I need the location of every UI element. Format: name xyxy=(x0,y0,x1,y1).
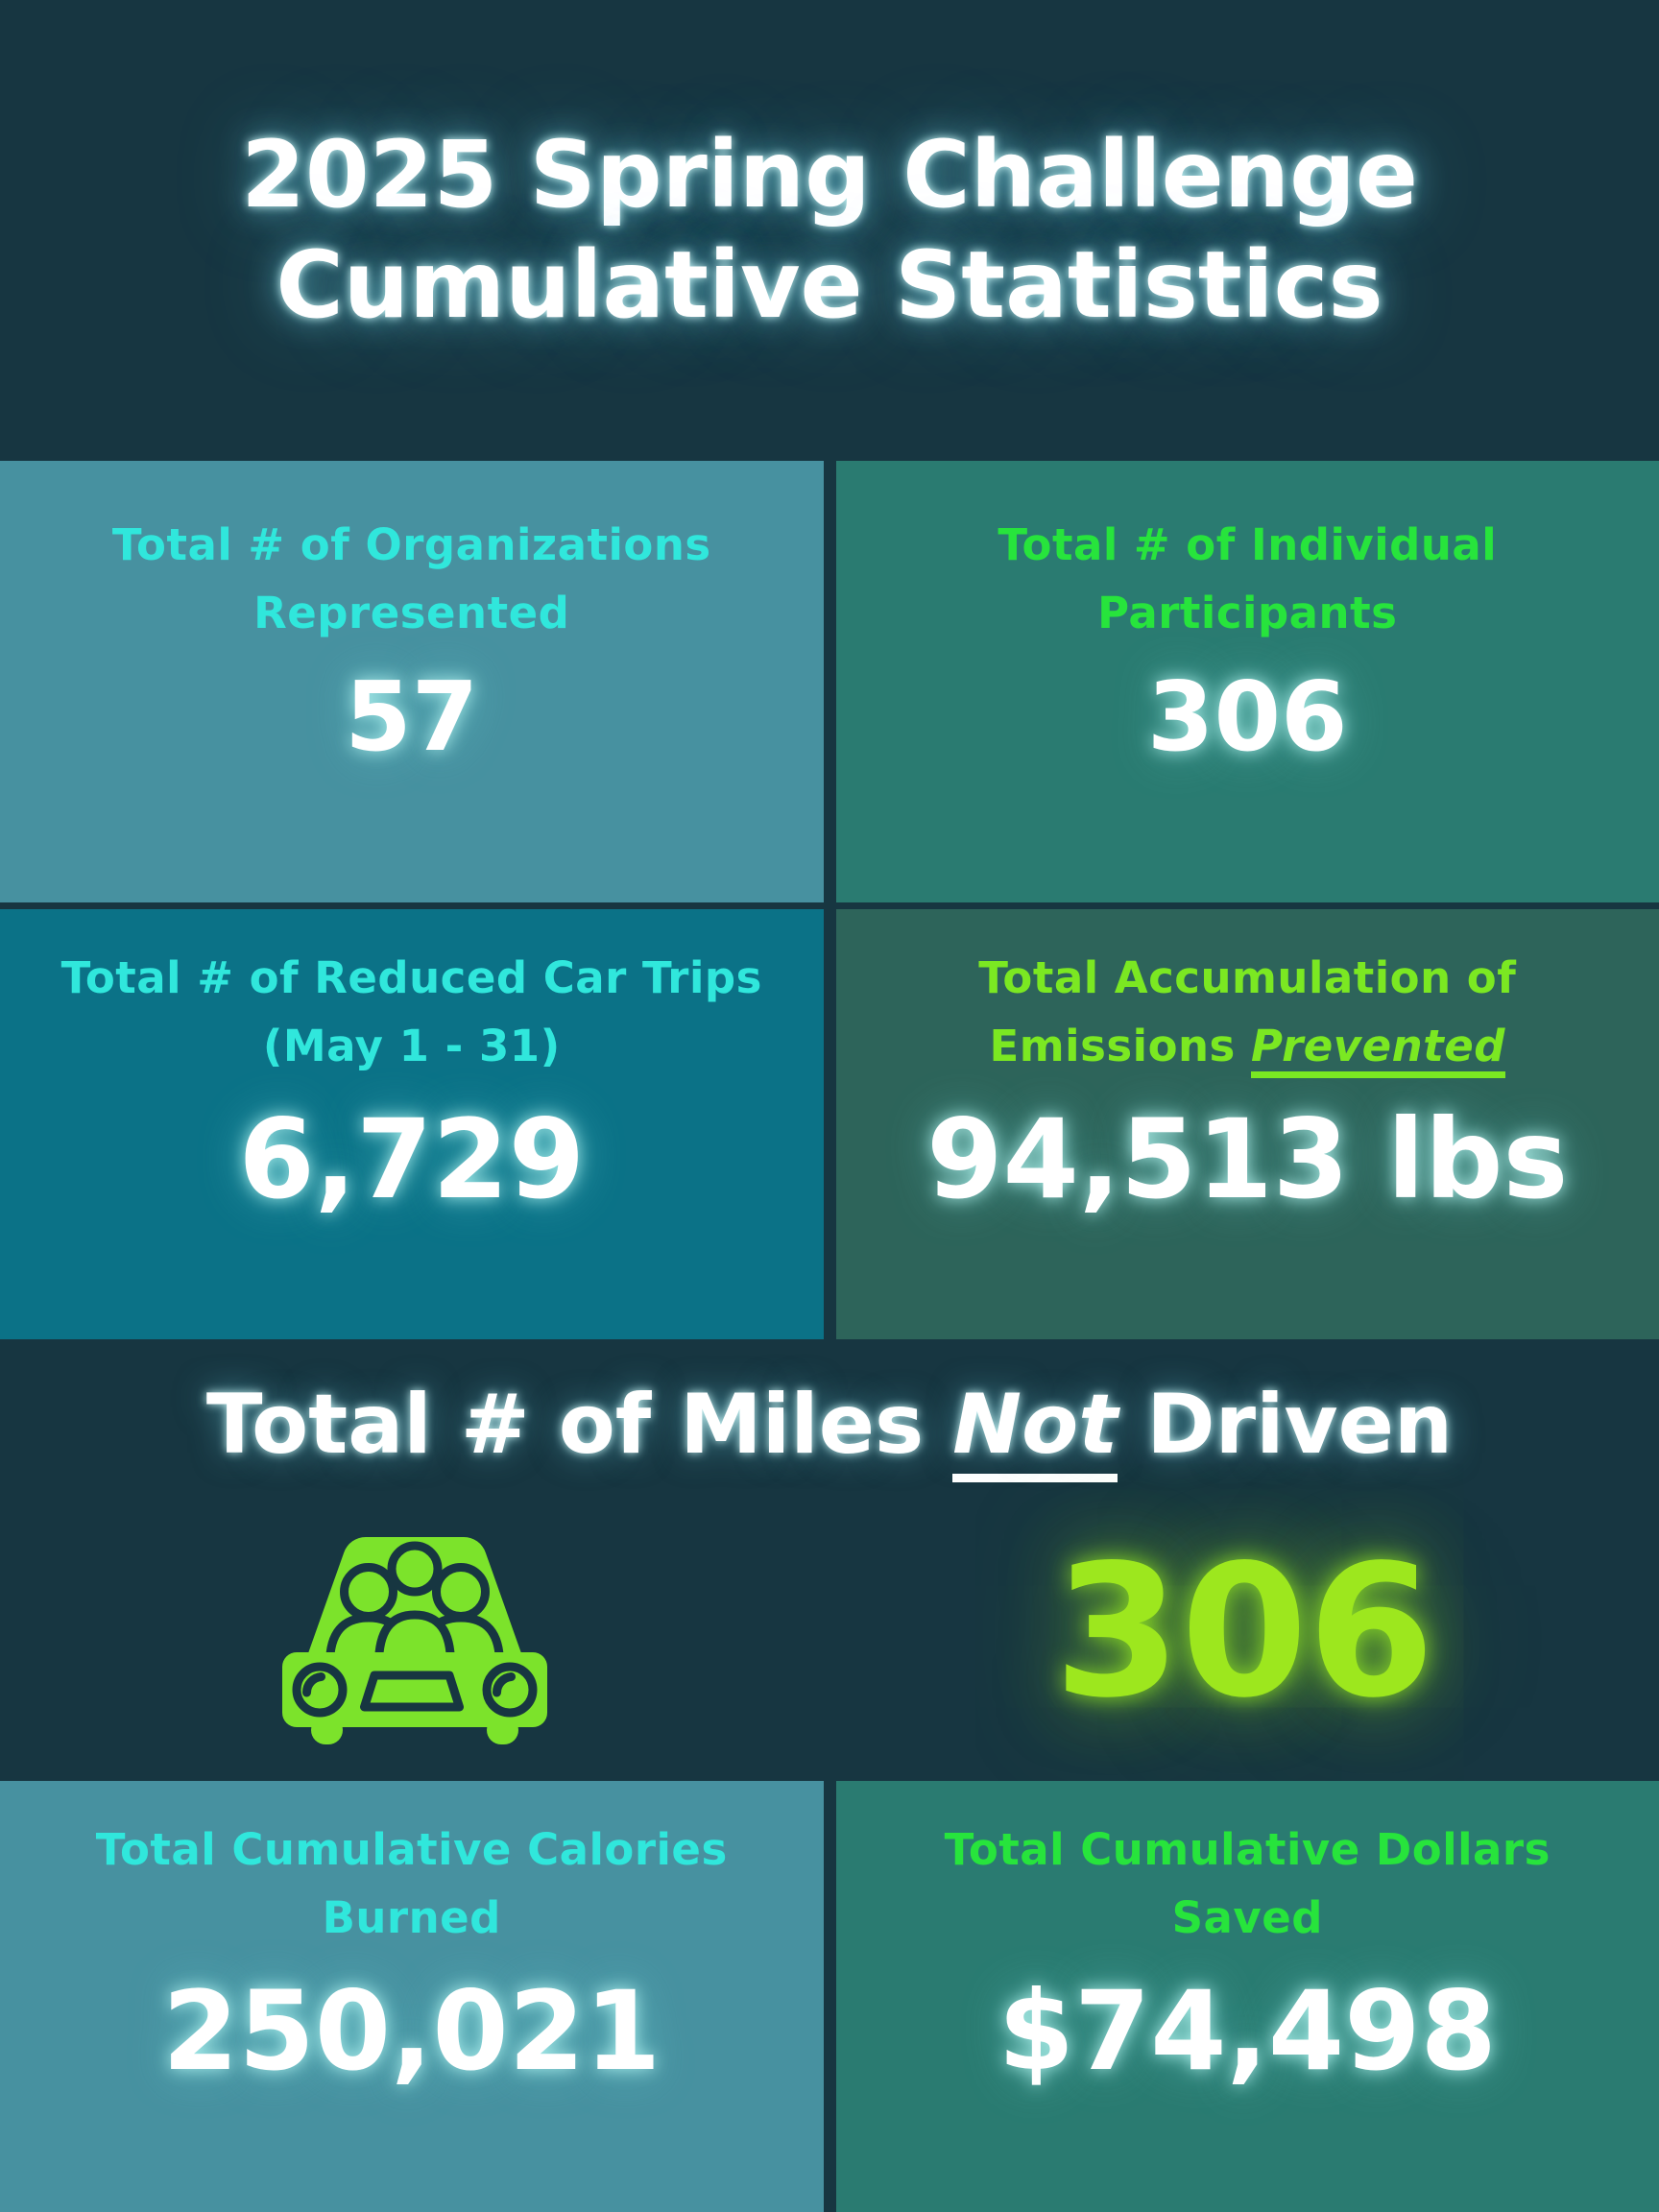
stat-card-organizations: Total # of Organizations Represented 57 xyxy=(0,461,824,902)
miles-value: 306 xyxy=(1053,1525,1435,1738)
stat-card-participants: Total # of Individual Participants 306 xyxy=(835,461,1659,902)
page-title-line2: Cumulative Statistics xyxy=(276,231,1383,339)
emissions-label: Total Accumulation of Emissions Prevente… xyxy=(978,944,1516,1080)
dollars-label-line2: Saved xyxy=(1171,1892,1323,1944)
stat-card-reduced-trips: Total # of Reduced Car Trips (May 1 - 31… xyxy=(0,909,824,1339)
calories-label-line1: Total Cumulative Calories xyxy=(95,1824,728,1875)
stat-card-calories: Total Cumulative Calories Burned 250,021 xyxy=(0,1781,824,2212)
reduced-trips-label-line2: (May 1 - 31) xyxy=(262,1021,561,1072)
stat-row-2: Total # of Reduced Car Trips (May 1 - 31… xyxy=(0,909,1659,1339)
dollars-value: $74,498 xyxy=(998,1967,1497,2096)
reduced-trips-label-line1: Total # of Reduced Car Trips xyxy=(60,952,762,1003)
page-title: 2025 Spring Challenge Cumulative Statist… xyxy=(241,120,1418,341)
dollars-label-line1: Total Cumulative Dollars xyxy=(944,1824,1551,1875)
organizations-label-line2: Represented xyxy=(253,588,570,639)
participants-label: Total # of Individual Participants xyxy=(998,511,1497,647)
organizations-value: 57 xyxy=(345,661,479,774)
reduced-trips-label: Total # of Reduced Car Trips (May 1 - 31… xyxy=(61,944,762,1080)
calories-label-line2: Burned xyxy=(322,1892,501,1944)
organizations-label-line1: Total # of Organizations xyxy=(111,519,711,570)
miles-heading-suffix: Driven xyxy=(1118,1377,1454,1473)
calories-label: Total Cumulative Calories Burned xyxy=(96,1815,728,1952)
miles-value-cell: 306 xyxy=(830,1525,1659,1738)
miles-section: Total # of Miles Not Driven xyxy=(0,1339,1659,1781)
stat-card-emissions: Total Accumulation of Emissions Prevente… xyxy=(835,909,1659,1339)
stat-row-3: Total Cumulative Calories Burned 250,021… xyxy=(0,1781,1659,2212)
miles-body: 306 xyxy=(0,1482,1659,1781)
carpool-car-icon xyxy=(282,1536,547,1744)
header: 2025 Spring Challenge Cumulative Statist… xyxy=(0,0,1659,461)
stat-card-dollars: Total Cumulative Dollars Saved $74,498 xyxy=(835,1781,1659,2212)
emissions-label-line1: Total Accumulation of xyxy=(978,952,1517,1003)
emissions-value: 94,513 lbs xyxy=(926,1095,1569,1224)
participants-label-line1: Total # of Individual xyxy=(998,519,1498,570)
calories-value: 250,021 xyxy=(162,1967,661,2096)
dollars-label: Total Cumulative Dollars Saved xyxy=(945,1815,1551,1952)
miles-heading-emphasis: Not xyxy=(952,1382,1118,1483)
miles-heading-prefix: Total # of Miles xyxy=(205,1377,953,1473)
emissions-label-line2-prefix: Emissions xyxy=(989,1021,1251,1072)
stat-row-1: Total # of Organizations Represented 57 … xyxy=(0,461,1659,902)
organizations-label: Total # of Organizations Represented xyxy=(112,511,711,647)
emissions-label-emphasis: Prevented xyxy=(1251,1023,1505,1079)
participants-label-line2: Participants xyxy=(1097,588,1398,639)
reduced-trips-value: 6,729 xyxy=(238,1095,586,1224)
miles-icon-cell xyxy=(0,1520,830,1744)
participants-value: 306 xyxy=(1146,661,1348,774)
miles-heading: Total # of Miles Not Driven xyxy=(0,1377,1659,1483)
page-title-line1: 2025 Spring Challenge xyxy=(241,120,1418,228)
